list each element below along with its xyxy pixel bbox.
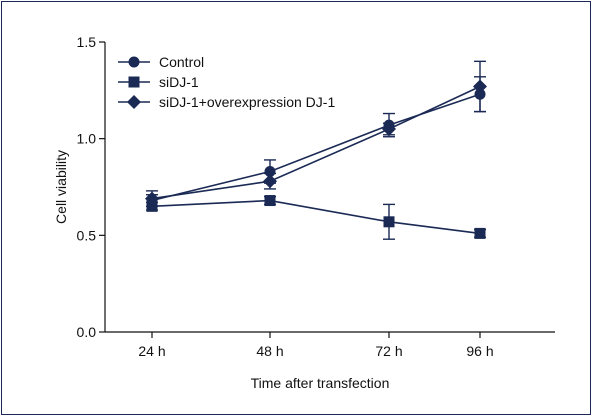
- data-point: [473, 79, 487, 94]
- series-line: [151, 199, 481, 235]
- y-tick-label: 1.0: [77, 131, 97, 147]
- legend-marker: [127, 95, 141, 109]
- y-axis-title: Cell viability: [53, 150, 69, 224]
- legend-item: siDJ-1: [118, 74, 199, 90]
- legend-label: siDJ-1+overexpression DJ-1: [159, 94, 335, 110]
- data-point: [264, 195, 276, 207]
- y-tick-label: 1.5: [77, 34, 97, 50]
- x-axis-title: Time after transfection: [251, 375, 390, 391]
- x-tick-label: 24 h: [138, 343, 165, 359]
- data-point: [382, 122, 396, 136]
- series-diamond: [145, 60, 487, 208]
- data-point: [383, 216, 395, 228]
- legend-item: siDJ-1+overexpression DJ-1: [118, 94, 335, 110]
- y-tick-label: 0.0: [77, 324, 97, 340]
- legend-marker: [128, 76, 140, 88]
- legend-marker: [128, 56, 140, 68]
- series-line: [151, 93, 481, 202]
- series-line: [151, 85, 481, 200]
- legend-label: Control: [159, 54, 204, 70]
- x-tick-label: 72 h: [375, 343, 402, 359]
- data-point: [263, 174, 277, 189]
- data-point: [145, 191, 159, 206]
- legend: Control siDJ-1 siDJ-1+overexpression DJ-1: [118, 54, 335, 110]
- legend-label: siDJ-1: [159, 74, 199, 90]
- data-point: [264, 166, 276, 178]
- axes: 0.0 0.5 1.0 1.5 24 h 48 h 72 h 96 h: [77, 34, 555, 359]
- x-tick-label: 48 h: [256, 343, 283, 359]
- x-tick-label: 96 h: [466, 343, 493, 359]
- legend-item: Control: [118, 54, 204, 70]
- y-tick-label: 0.5: [77, 227, 97, 243]
- data-point: [474, 227, 486, 239]
- series-layer: [145, 60, 487, 240]
- series-square: [146, 195, 486, 240]
